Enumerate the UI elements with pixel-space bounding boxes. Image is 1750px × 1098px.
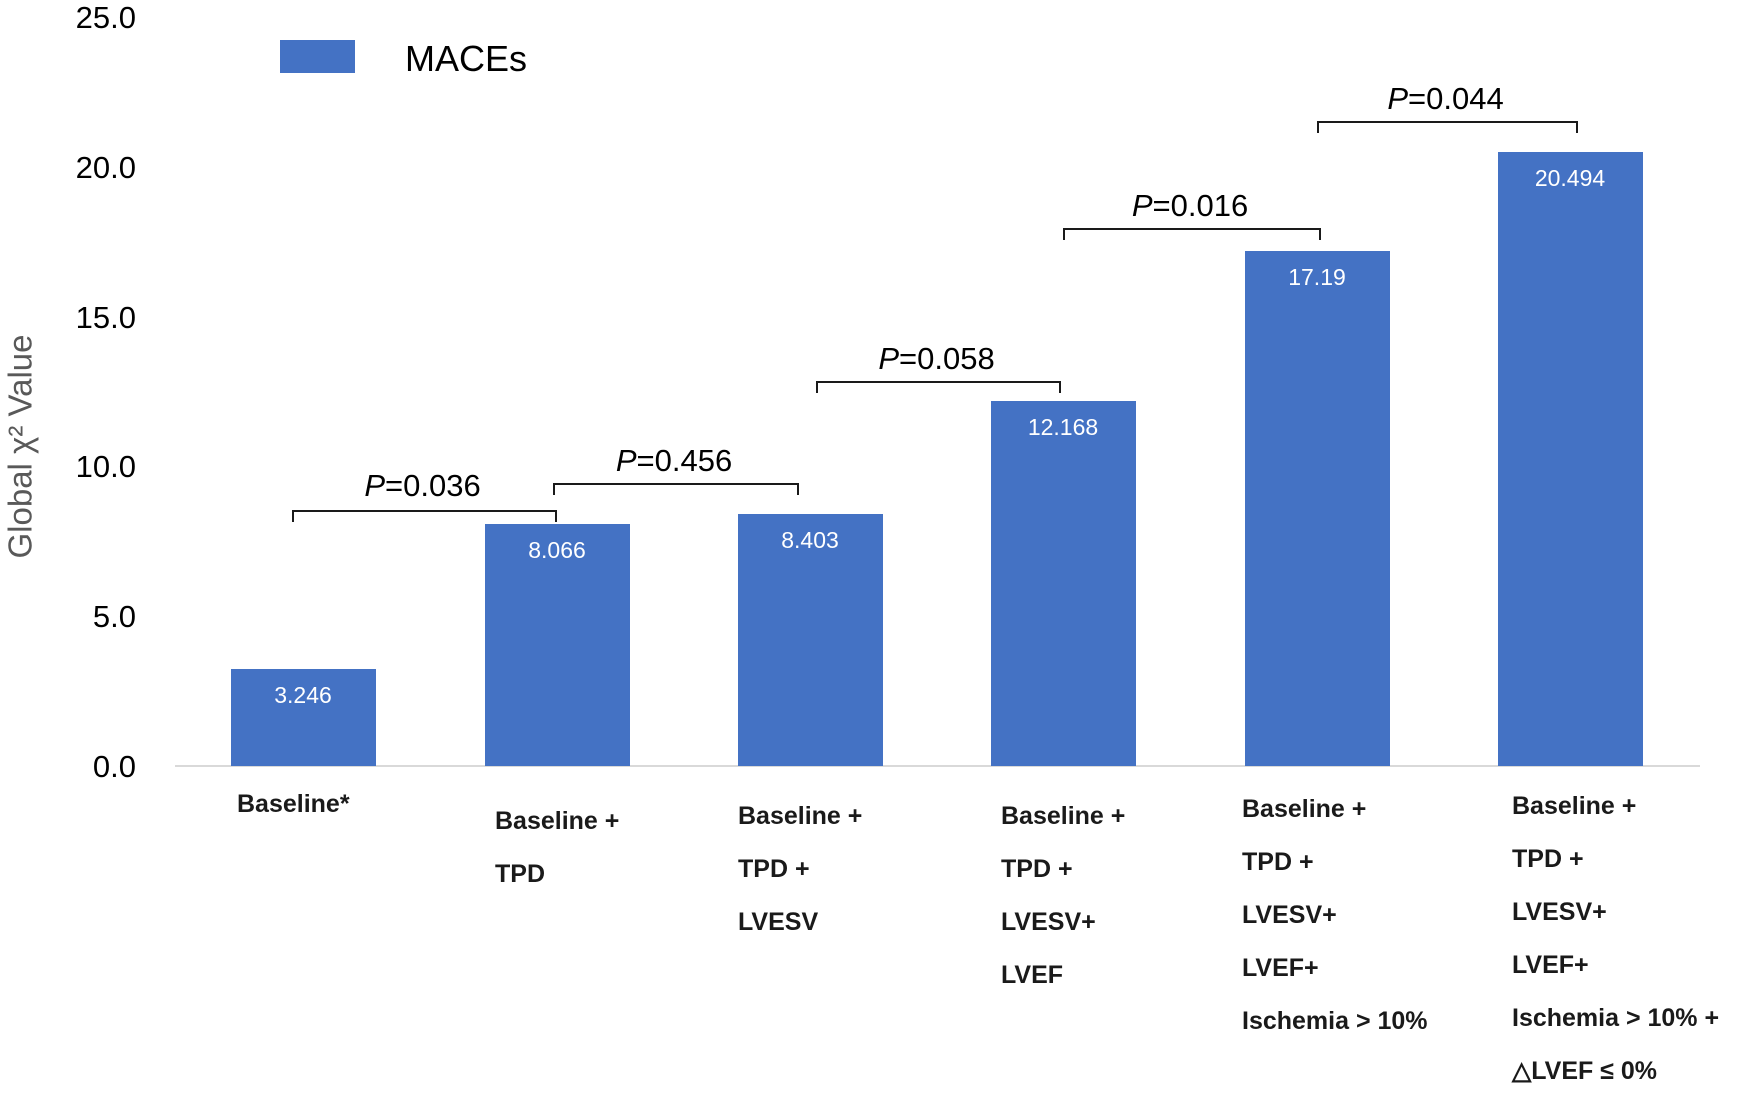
bar-value-label: 8.403 [781, 527, 839, 554]
p-value-bracket [292, 510, 557, 522]
p-value-label: P=0.036 [364, 468, 481, 503]
y-tick-label: 25.0 [75, 0, 136, 35]
x-category-label: Baseline + TPD + LVESV+ LVEF+ Ischemia >… [1242, 795, 1428, 1035]
y-tick-label: 20.0 [75, 149, 136, 185]
bar [1497, 151, 1643, 766]
bar [990, 401, 1136, 766]
x-category-label: Baseline* [237, 790, 350, 818]
p-value-label: P=0.456 [615, 443, 733, 478]
x-axis-line [175, 765, 1700, 767]
y-tick-label: 5.0 [92, 599, 136, 635]
x-category-label: Baseline + TPD + LVESV+ LVEF [1001, 802, 1126, 989]
legend-swatch-maces [280, 40, 355, 73]
bar [1244, 250, 1390, 766]
bar-value-label: 17.19 [1288, 263, 1346, 290]
p-value-bracket [553, 483, 799, 495]
p-value-bracket [816, 381, 1061, 393]
p-value-bracket [1063, 228, 1321, 240]
legend-label-maces: MACEs [405, 38, 528, 79]
p-value-bracket [1317, 121, 1578, 133]
bar [484, 524, 630, 766]
x-category-label: Baseline + TPD + LVESV+ LVEF+ Ischemia >… [1512, 792, 1720, 1085]
bar [230, 668, 376, 766]
p-value-label: P=0.058 [878, 341, 995, 376]
x-category-label: Baseline + TPD [495, 807, 620, 888]
x-category-label: Baseline + TPD + LVESV [738, 802, 863, 936]
p-value-label: P=0.044 [1387, 81, 1504, 116]
bar-value-label: 12.168 [1027, 414, 1099, 441]
y-tick-label: 0.0 [92, 749, 136, 784]
y-tick-label: 15.0 [75, 299, 136, 335]
bar [737, 514, 883, 766]
bar-value-label: 20.494 [1534, 164, 1606, 191]
bar-value-label: 8.066 [528, 537, 586, 564]
bar-value-label: 3.246 [274, 681, 332, 708]
y-tick-label: 10.0 [75, 449, 136, 485]
p-value-label: P=0.016 [1131, 188, 1249, 223]
